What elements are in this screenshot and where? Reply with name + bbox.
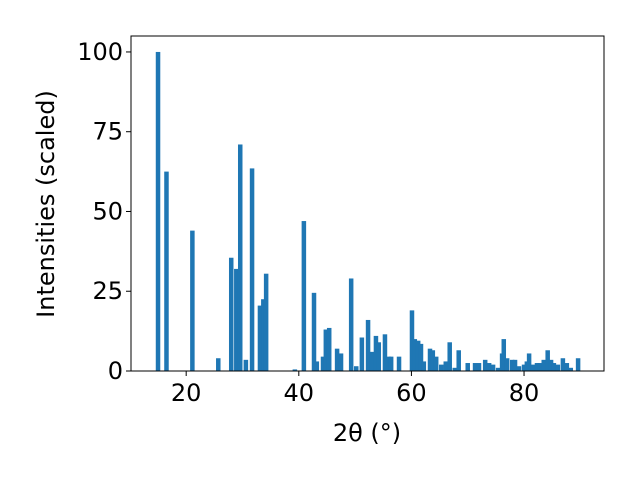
bar [216, 358, 221, 371]
bar [526, 353, 532, 371]
bar [320, 356, 326, 371]
bar [243, 359, 249, 371]
bar [545, 350, 550, 371]
bar [575, 358, 581, 371]
bar [409, 310, 415, 371]
bar [382, 334, 388, 371]
bar [323, 329, 329, 371]
bar [190, 230, 195, 371]
bar [512, 359, 518, 371]
bar [482, 359, 488, 371]
bar [490, 364, 496, 371]
bar [292, 369, 298, 371]
bar [261, 299, 266, 371]
bar [551, 363, 557, 371]
bar [301, 221, 307, 371]
bar [476, 363, 482, 371]
bar [365, 319, 371, 371]
x-tick-label: 80 [509, 379, 540, 407]
bar [326, 327, 332, 371]
x-tick-label: 40 [284, 379, 315, 407]
y-tick-label: 0 [108, 357, 123, 385]
y-tick-label: 50 [92, 197, 123, 225]
bar [427, 348, 433, 371]
bar [249, 168, 255, 371]
bar [234, 268, 239, 371]
bar [486, 363, 492, 371]
bar [257, 305, 263, 371]
bar [439, 364, 444, 371]
bar [415, 340, 421, 371]
y-axis-label: Intensities (scaled) [32, 90, 60, 318]
y-tick-label: 100 [77, 38, 123, 66]
bar [501, 339, 507, 371]
bar [534, 363, 540, 371]
bar [560, 358, 566, 371]
bar [465, 363, 470, 371]
y-tick-label: 75 [92, 118, 123, 146]
bar [373, 335, 379, 371]
bar [412, 339, 418, 371]
bar [568, 367, 574, 371]
bar [155, 51, 161, 371]
bar [418, 343, 424, 371]
bar [433, 356, 439, 371]
bar [311, 292, 317, 371]
bar [430, 350, 436, 371]
bar [348, 278, 354, 371]
bar [447, 342, 452, 371]
bar [541, 359, 547, 371]
bar [359, 337, 365, 371]
bar [537, 363, 543, 371]
bar [555, 364, 561, 371]
bar [443, 361, 449, 371]
bar [564, 363, 570, 371]
bar [421, 361, 427, 371]
y-tick-label: 25 [92, 277, 123, 305]
bar [228, 257, 234, 371]
plot-frame [130, 35, 605, 372]
bar [530, 364, 536, 371]
bar [495, 367, 501, 371]
bar [314, 361, 320, 371]
bar [521, 364, 527, 371]
bar [548, 359, 554, 371]
bar [472, 363, 478, 371]
bar [504, 358, 510, 371]
x-tick-label: 60 [396, 379, 427, 407]
bar [164, 171, 169, 371]
bar [396, 356, 402, 371]
bar [237, 144, 243, 371]
bar [369, 351, 375, 371]
x-axis-label: 2θ (°) [333, 419, 401, 447]
bar [334, 348, 340, 371]
bar [516, 366, 522, 371]
x-tick-label: 20 [171, 379, 202, 407]
bar [456, 350, 461, 371]
bar [338, 353, 344, 371]
bar [509, 359, 515, 371]
bar [376, 342, 382, 371]
bar [263, 273, 269, 371]
bar [353, 366, 359, 371]
bar [388, 356, 394, 371]
bar [452, 367, 458, 371]
